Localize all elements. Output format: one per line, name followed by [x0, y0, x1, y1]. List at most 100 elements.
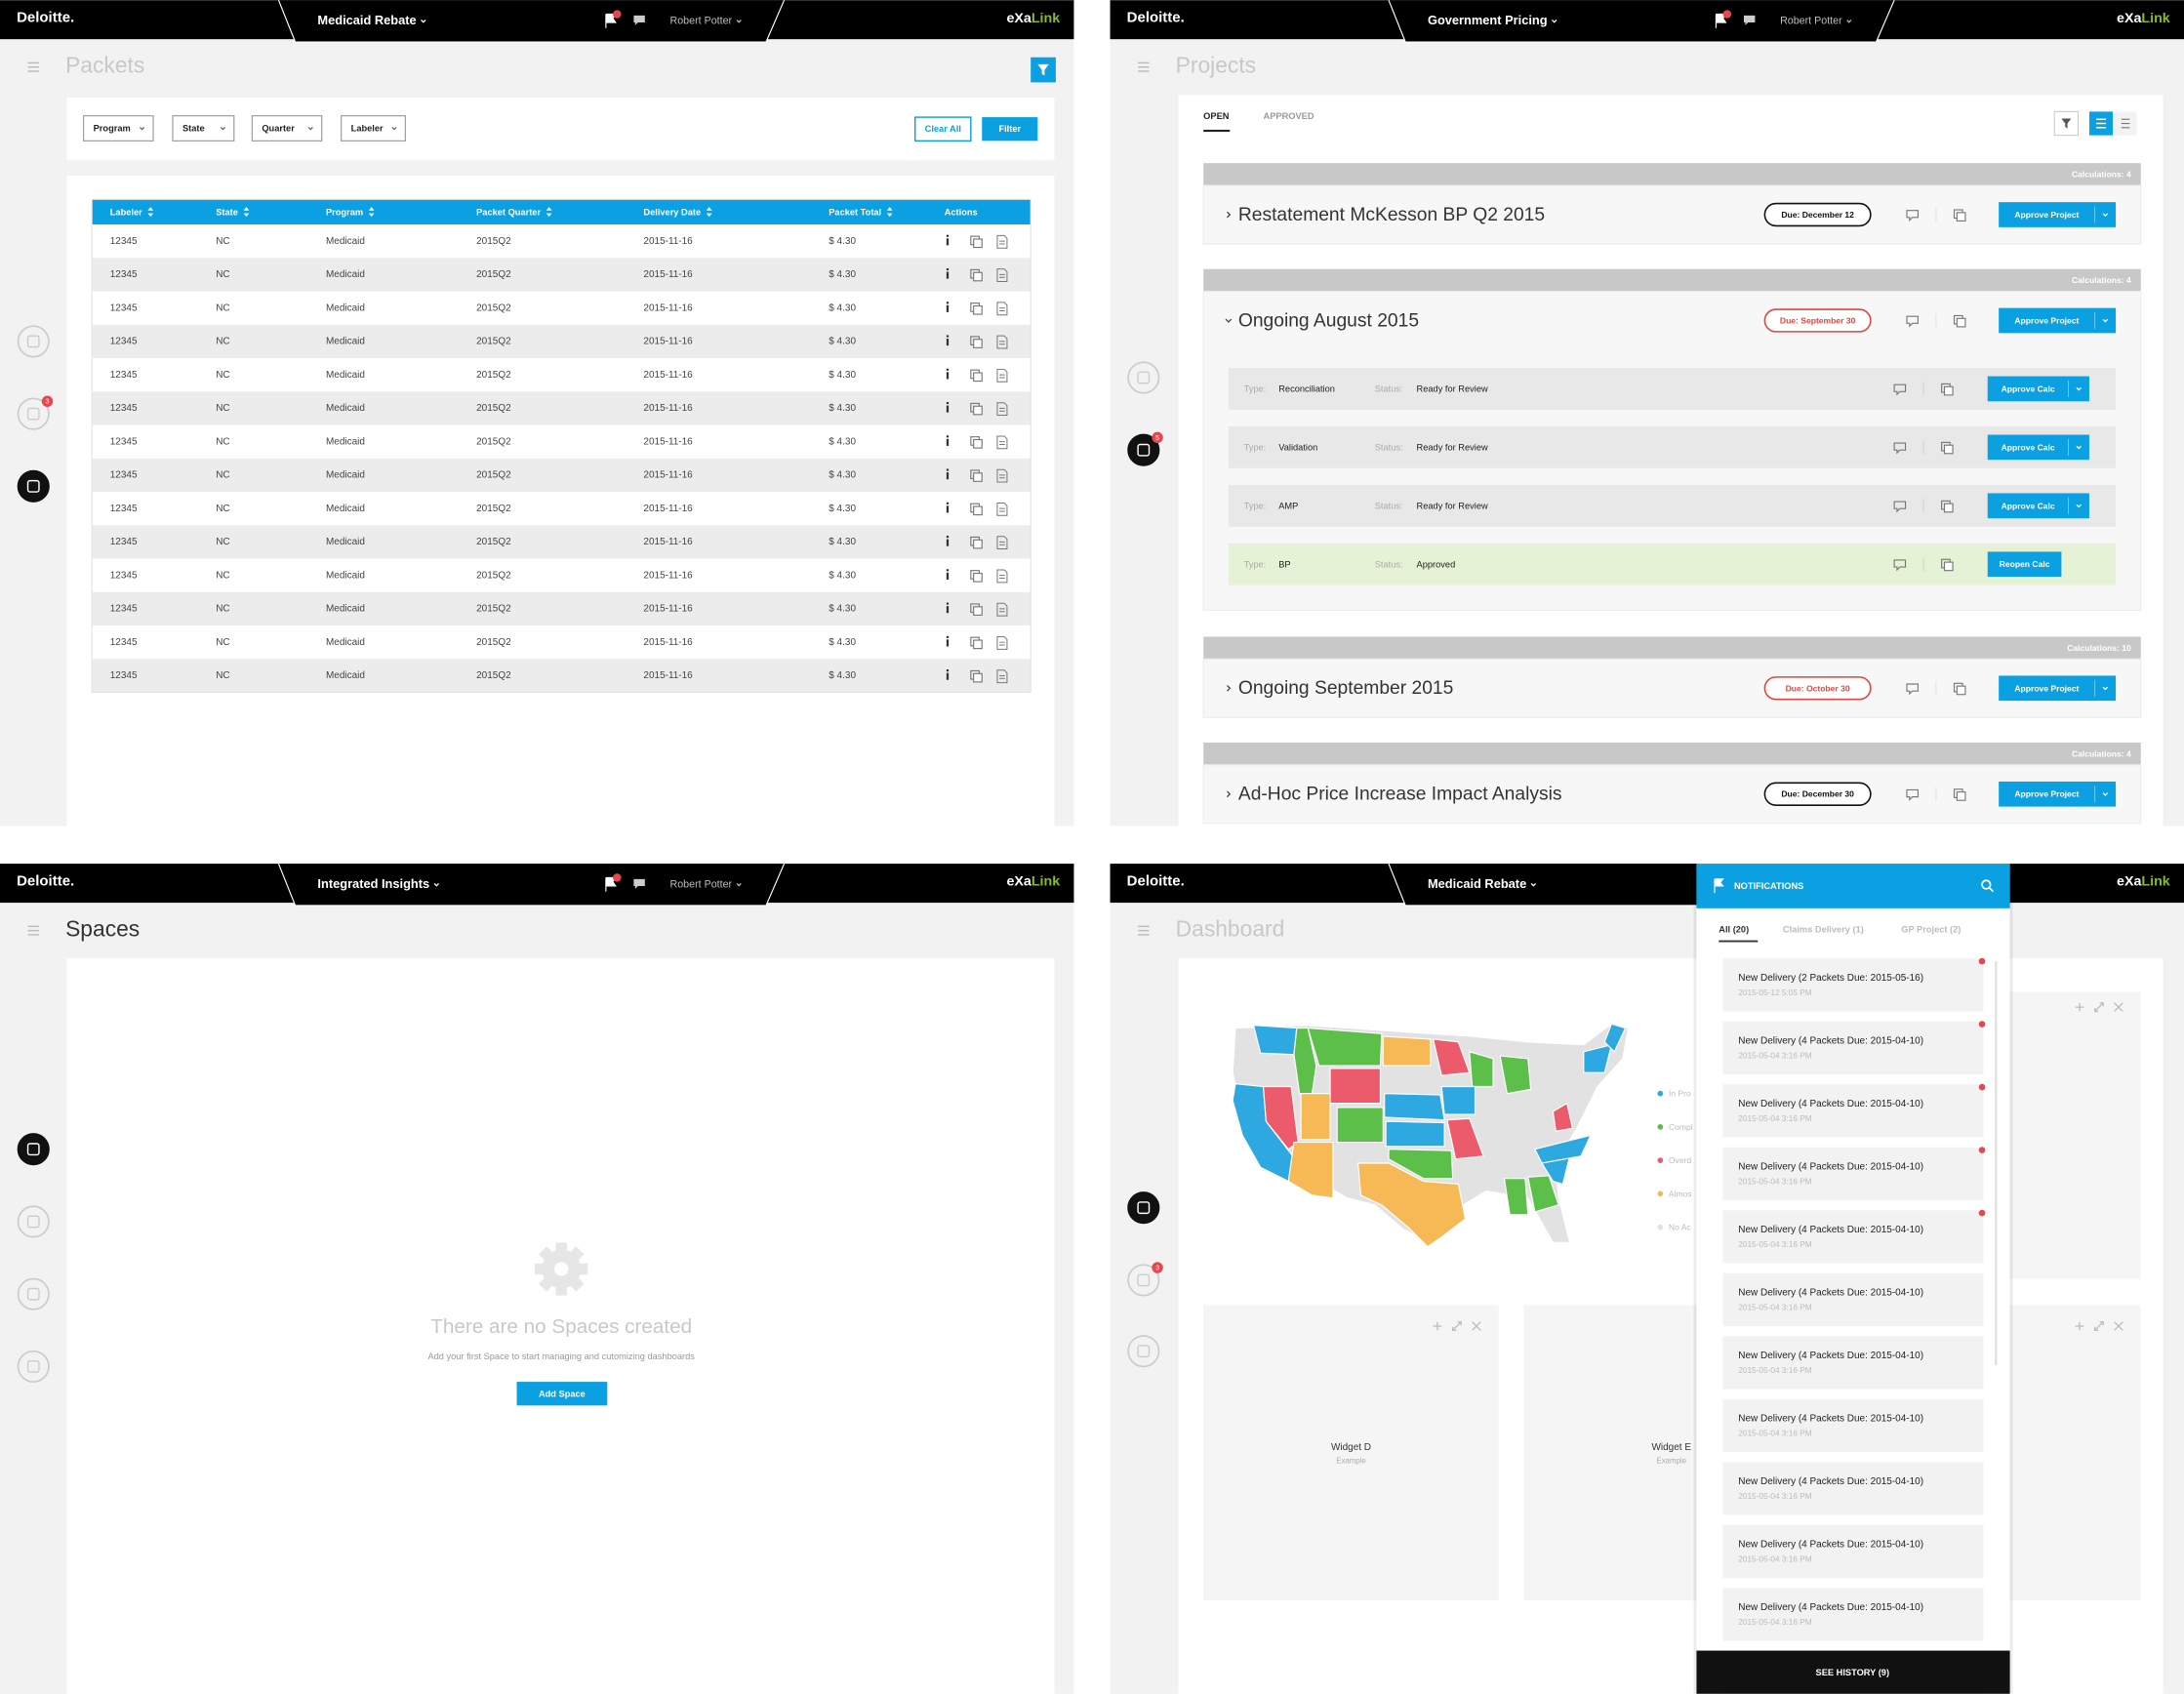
notification-item[interactable]	[1722, 1147, 1984, 1200]
document-icon[interactable]	[996, 234, 1008, 249]
notification-item[interactable]	[1722, 1462, 1984, 1515]
info-icon[interactable]	[946, 639, 950, 647]
info-icon[interactable]	[946, 372, 950, 380]
comment-icon[interactable]	[1893, 559, 1907, 572]
sort-icon[interactable]	[886, 207, 893, 218]
sort-icon[interactable]	[243, 207, 250, 218]
document-icon[interactable]	[996, 335, 1008, 349]
document-icon[interactable]	[996, 368, 1008, 383]
table-cell: 2015-11-16	[643, 537, 693, 547]
info-icon[interactable]	[946, 438, 950, 446]
gear-tooth	[555, 1282, 567, 1296]
notification-item[interactable]	[1722, 1272, 1984, 1326]
document-icon[interactable]	[996, 602, 1008, 617]
copy-icon-back	[1943, 561, 1954, 572]
sidebar-badge	[1152, 431, 1163, 444]
document-icon[interactable]	[996, 569, 1008, 584]
approve-calc-button[interactable]	[1987, 493, 2089, 519]
document-icon[interactable]	[996, 435, 1008, 450]
search-icon[interactable]	[1981, 879, 1992, 890]
document-icon[interactable]	[996, 302, 1008, 316]
info-icon[interactable]	[946, 672, 950, 680]
approve-project-button[interactable]	[1999, 675, 2117, 702]
notification-item[interactable]	[1722, 1210, 1984, 1264]
approve-project-button[interactable]	[1999, 781, 2117, 807]
sort-icon[interactable]	[546, 207, 552, 218]
clear-all-button[interactable]	[914, 116, 972, 142]
notification-item[interactable]	[1722, 1588, 1984, 1641]
info-icon[interactable]	[946, 606, 950, 614]
approve-calc-button[interactable]	[1987, 376, 2089, 402]
notification-item[interactable]	[1722, 1398, 1984, 1453]
notification-item[interactable]	[1722, 958, 1984, 1012]
chevron-icon	[2076, 386, 2082, 391]
table-cell: $ 4.30	[829, 504, 856, 514]
info-icon[interactable]	[946, 539, 950, 546]
comment-icon[interactable]	[1906, 683, 1919, 696]
sidebar-nav-icon[interactable]	[17, 1277, 50, 1311]
sidebar-nav-icon[interactable]	[17, 1205, 50, 1238]
sidebar-nav-icon[interactable]	[17, 1133, 50, 1166]
module-tab-edge	[1388, 0, 1895, 43]
sidebar-nav-icon[interactable]	[17, 469, 50, 503]
notification-badge	[613, 873, 622, 882]
info-icon[interactable]	[946, 472, 950, 480]
copy-icon-back	[973, 639, 983, 650]
info-icon[interactable]	[946, 405, 950, 413]
table-cell: NC	[216, 604, 229, 615]
sort-icon[interactable]	[147, 207, 154, 218]
comment-icon[interactable]	[1906, 788, 1919, 801]
add-space-button[interactable]	[516, 1382, 608, 1406]
sidebar-nav-icon[interactable]	[1127, 1191, 1160, 1225]
sidebar-nav-icon[interactable]	[1127, 1264, 1160, 1297]
move-icon	[2075, 1321, 2084, 1331]
comment-icon[interactable]	[1893, 501, 1907, 513]
document-icon[interactable]	[996, 268, 1008, 283]
table-cell: $ 4.30	[829, 236, 856, 247]
comment-icon[interactable]	[1893, 383, 1907, 396]
info-icon[interactable]	[946, 271, 950, 279]
notification-item[interactable]	[1722, 1084, 1984, 1138]
document-icon[interactable]	[996, 468, 1008, 483]
notification-item[interactable]	[1722, 1021, 1984, 1074]
calc-type: Reconciliation	[1278, 384, 1335, 394]
table-row-stripe	[92, 324, 1031, 359]
document-icon[interactable]	[996, 669, 1008, 684]
sidebar-nav-icon[interactable]	[17, 1350, 50, 1383]
document-icon[interactable]	[996, 536, 1008, 550]
info-icon-dot	[946, 302, 950, 304]
sort-icon[interactable]	[368, 207, 375, 218]
info-icon[interactable]	[946, 339, 950, 346]
sidebar-nav-icon[interactable]	[17, 397, 50, 430]
comment-icon[interactable]	[1893, 442, 1907, 455]
info-icon[interactable]	[946, 572, 950, 580]
notification-item[interactable]	[1722, 1336, 1984, 1390]
approve-project-button-label: Approve Project	[2014, 789, 2079, 799]
document-icon[interactable]	[996, 502, 1008, 516]
copy-icon-back	[973, 672, 983, 683]
document-icon[interactable]	[996, 402, 1008, 417]
approve-project-button[interactable]	[1999, 307, 2117, 334]
sidebar-nav-icon[interactable]	[1127, 1335, 1160, 1368]
sidebar-nav-icon[interactable]	[1127, 361, 1160, 394]
comment-icon[interactable]	[1906, 315, 1919, 328]
notification-item[interactable]	[1722, 1524, 1984, 1579]
sidebar-nav-icon[interactable]	[17, 325, 50, 358]
approve-project-button[interactable]	[1999, 202, 2117, 227]
copy-icon-back	[973, 271, 983, 282]
chevron-icon	[736, 883, 742, 887]
info-icon[interactable]	[946, 238, 950, 246]
reopen-calc-button[interactable]	[1987, 551, 2062, 578]
comment-icon[interactable]	[1906, 210, 1919, 222]
due-date: Due: December 30	[1781, 789, 1854, 799]
tab-underline	[1719, 940, 1759, 943]
info-icon-dot	[946, 635, 950, 638]
map-state	[1356, 1162, 1467, 1248]
info-icon[interactable]	[946, 304, 950, 312]
sort-icon[interactable]	[706, 207, 712, 218]
sidebar-nav-icon[interactable]	[1127, 433, 1160, 466]
document-icon[interactable]	[996, 635, 1008, 650]
approve-calc-button[interactable]	[1987, 434, 2089, 461]
info-icon[interactable]	[946, 505, 950, 513]
filter-button[interactable]	[982, 117, 1038, 141]
